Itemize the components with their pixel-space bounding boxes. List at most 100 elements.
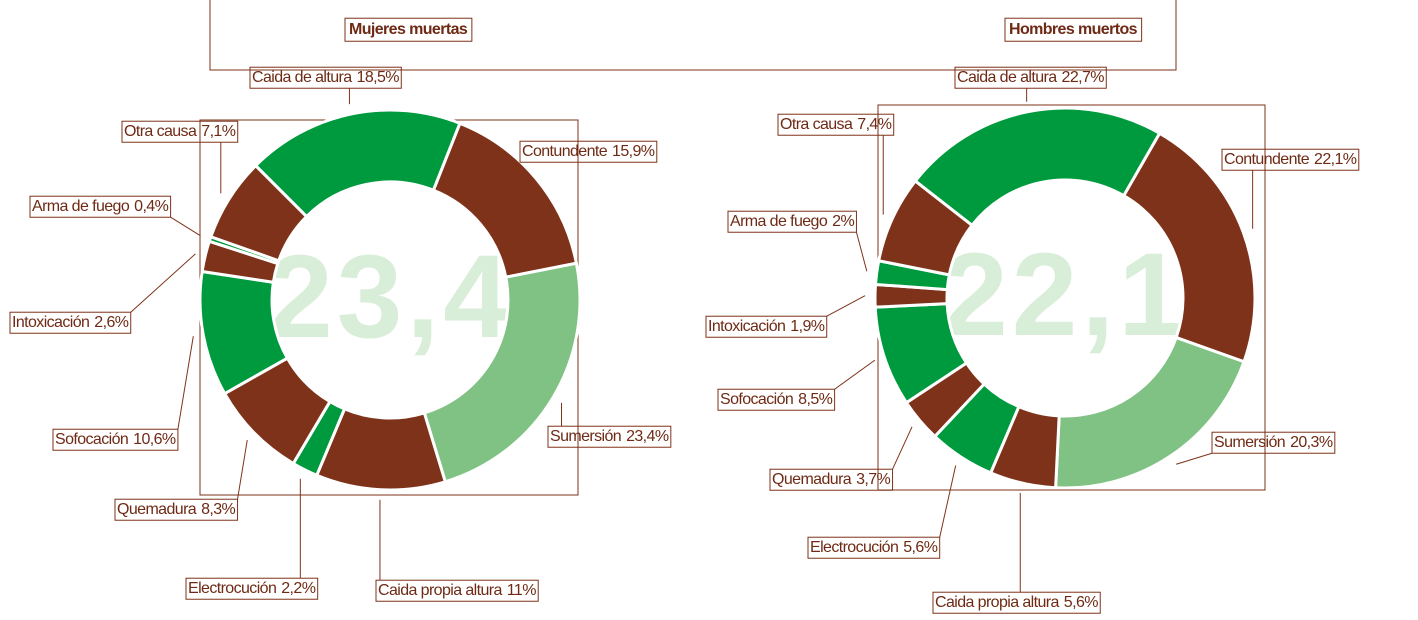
slice-label: Quemadura 3,7% (772, 471, 891, 488)
label-box (777, 113, 895, 136)
header-frame (209, 0, 1177, 71)
slice-label: Sumersión 20,3% (1214, 434, 1333, 451)
slice (913, 106, 1162, 228)
slice (1054, 335, 1246, 490)
category-label: Arma de fuego (730, 213, 828, 230)
label-box (1221, 148, 1360, 171)
label-box (52, 428, 179, 451)
slice (1121, 131, 1257, 364)
leader-line (130, 253, 196, 313)
label-box (9, 311, 132, 334)
category-label: Caida de altura (252, 69, 352, 86)
slice-label: Sofocación 8,5% (720, 391, 833, 408)
value-label: 11% (507, 582, 536, 599)
leader-line (1176, 452, 1213, 465)
value-label: 7,4% (857, 116, 891, 133)
value-label: 10,6% (133, 431, 176, 448)
value-label: 22,1% (1314, 151, 1357, 168)
slice-label: Otra causa 7,4% (780, 116, 892, 133)
slice-label: Caida de altura 22,7% (957, 69, 1104, 86)
slice-label: Caida de altura 18,5% (252, 69, 399, 86)
slice-label: Otra causa 7,1% (124, 123, 236, 140)
label-box (375, 579, 539, 602)
slice-label: Arma de fuego 0,4% (32, 198, 169, 215)
value-label: 20,3% (1290, 434, 1333, 451)
label-box (185, 577, 319, 600)
leader-line (939, 465, 957, 538)
slice-label: Electrocución 5,6% (810, 539, 938, 556)
category-label: Caida propia altura (378, 582, 502, 599)
value-label: 2% (832, 213, 854, 230)
leader-line (826, 295, 866, 317)
slice-label: Intoxicación 1,9% (708, 318, 825, 335)
label-box (727, 210, 857, 233)
leader-line (834, 359, 876, 390)
value-label: 8,3% (201, 501, 235, 518)
value-label: 23,4% (626, 428, 669, 445)
category-label: Arma de fuego (32, 198, 130, 215)
chart-title: Mujeres muertas (349, 21, 468, 38)
leader-line (237, 440, 248, 500)
category-label: Contundente (1224, 151, 1310, 168)
value-label: 7,1% (201, 123, 235, 140)
category-label: Sofocación (55, 431, 128, 448)
center-label: 23,4 (267, 231, 513, 363)
label-box (932, 591, 1101, 614)
label-box (519, 140, 658, 163)
value-label: 22,7% (1062, 69, 1105, 86)
value-label: 0,4% (134, 198, 168, 215)
label-box (249, 66, 402, 89)
label-box (29, 195, 172, 218)
slice-label: Arma de fuego 2% (730, 213, 854, 230)
leader-line (170, 216, 201, 237)
leader-line (855, 232, 868, 272)
category-label: Otra causa (780, 116, 853, 133)
chart-title: Hombres muertos (1009, 21, 1138, 38)
category-label: Intoxicación (12, 314, 89, 331)
label-box (954, 66, 1107, 89)
label-box (717, 388, 836, 411)
slice (422, 261, 582, 484)
slice (876, 178, 975, 277)
title-box (1004, 17, 1143, 42)
category-label: Electrocución (188, 580, 276, 597)
value-label: 15,9% (612, 143, 655, 160)
category-label: Contundente (522, 143, 608, 160)
value-label: 5,6% (903, 539, 937, 556)
slice-label: Sumersión 23,4% (550, 428, 669, 445)
leader-line (892, 426, 913, 470)
label-box (807, 536, 941, 559)
category-label: Sumersión (1214, 434, 1285, 451)
leader-line (177, 336, 194, 430)
slice-label: Caida propia altura 11% (378, 582, 536, 599)
slice-label: Quemadura 8,3% (117, 501, 236, 518)
slice-label: Intoxicación 2,6% (12, 314, 129, 331)
value-label: 3,7% (856, 471, 890, 488)
category-label: Electrocución (810, 539, 898, 556)
value-label: 18,5% (357, 69, 400, 86)
category-label: Sumersión (550, 428, 621, 445)
category-label: Sofocación (720, 391, 793, 408)
slice-label: Contundente 22,1% (1224, 151, 1357, 168)
value-label: 5,6% (1064, 594, 1098, 611)
category-label: Quemadura (117, 501, 197, 518)
category-label: Quemadura (772, 471, 852, 488)
label-box (121, 120, 239, 143)
value-label: 2,2% (281, 580, 315, 597)
value-label: 1,9% (790, 318, 824, 335)
slice-label: Contundente 15,9% (522, 143, 655, 160)
title-box (344, 17, 473, 42)
label-box (547, 425, 672, 448)
label-box (114, 498, 239, 521)
value-label: 2,6% (94, 314, 128, 331)
category-label: Caida propia altura (935, 594, 1059, 611)
label-box (705, 315, 828, 338)
category-label: Otra causa (124, 123, 197, 140)
slice (208, 163, 309, 263)
slice-label: Electrocución 2,2% (188, 580, 316, 597)
slice-label: Caida propia altura 5,6% (935, 594, 1098, 611)
category-label: Intoxicación (708, 318, 785, 335)
slice-label: Sofocación 10,6% (55, 431, 176, 448)
label-box (769, 468, 894, 491)
